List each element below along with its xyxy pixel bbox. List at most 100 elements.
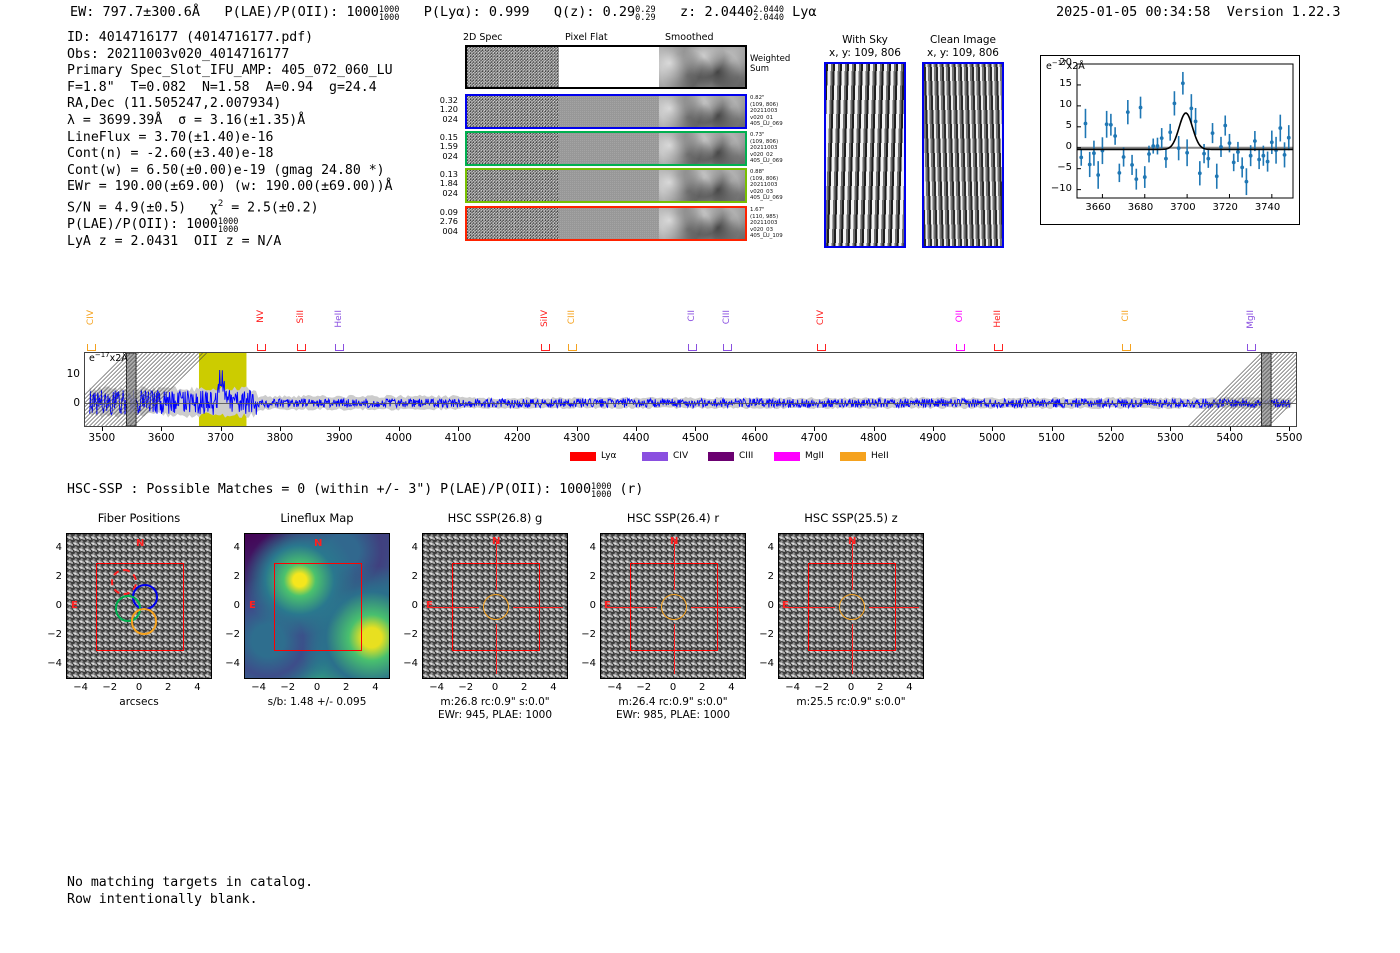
fullspec-xtick-mark bbox=[161, 427, 163, 431]
fiber-row-4-flat-image bbox=[559, 208, 659, 239]
fiber-row-2-right-label-5: 405_LU_069 bbox=[750, 158, 783, 165]
fiber-row-3-right-label-1: 0.88" bbox=[750, 169, 765, 175]
cutout-title-5: HSC SSP(25.5) z bbox=[804, 511, 898, 525]
fiber-row-3-flat-image bbox=[559, 170, 659, 201]
qz-label: Q(z): bbox=[553, 4, 595, 20]
fiber-row-1-left-label-3: 024 bbox=[442, 113, 458, 124]
lineplot-xtick: 3680 bbox=[1127, 202, 1154, 213]
cutout-xtick: 2 bbox=[165, 682, 172, 693]
fiber-circle-3 bbox=[115, 595, 142, 622]
fullspec-xtick-mark bbox=[1289, 427, 1291, 431]
info-plae-hi: 1000 bbox=[217, 216, 239, 227]
cutout-caption-1-4: m:26.4 rc:0.9" s:0.0" bbox=[618, 696, 728, 708]
snr-chi-pre: S/N = 4.9(±0.5) χ bbox=[67, 200, 218, 216]
fiber-row-1-smoothed-image bbox=[659, 96, 745, 127]
fullspec-xtick-mark bbox=[992, 427, 994, 431]
emission-line-bracket-CII bbox=[1121, 344, 1131, 351]
fiber-row-3-right-label-5: 405_LU_069 bbox=[750, 195, 783, 202]
source-info-block: ID: 4014716177 (4014716177.pdf) Obs: 202… bbox=[67, 30, 393, 250]
fiber-row-4-right-label-3: 20211003 bbox=[750, 220, 778, 227]
emission-line-bracket-CIV bbox=[817, 344, 827, 351]
fullspec-xtick-mark bbox=[398, 427, 400, 431]
cutout-ytick: 0 bbox=[233, 600, 240, 611]
fullspec-ytick-label: 0 bbox=[73, 396, 80, 409]
fiber-row-4-smoothed-image bbox=[659, 208, 745, 239]
aperture-circle bbox=[838, 593, 866, 621]
fiber-row-1-right-label-2: (109, 806) bbox=[750, 101, 779, 108]
fullspec-xtick-label: 4200 bbox=[503, 432, 531, 444]
emission-line-bracket-CII bbox=[688, 344, 698, 351]
cutout-ytick: −2 bbox=[581, 629, 596, 641]
fiber-row-1-right-label-1: 0.82" bbox=[750, 95, 765, 101]
cutout-xtick: 4 bbox=[194, 682, 201, 693]
with-sky-coords: x, y: 109, 806 bbox=[829, 47, 901, 59]
info-plae-label: P(LAE)/P(OII): bbox=[67, 216, 179, 232]
cutout-xtick: −4 bbox=[785, 682, 800, 693]
snr-chi-post: = 2.5(±0.2) bbox=[223, 200, 319, 216]
crosshair-segment-4 bbox=[496, 624, 497, 674]
fullspec-xtick-label: 4000 bbox=[385, 432, 412, 444]
emission-line-label-CII: CII bbox=[687, 310, 698, 322]
cutout-xtick: 4 bbox=[550, 682, 557, 693]
cutout-aperture-box-5 bbox=[808, 563, 896, 651]
cutout-ytick: −2 bbox=[47, 629, 62, 641]
fiber-row-1-right-labels: 0.82" (109, 806) 20211003 v020_01 405_LU_069 bbox=[750, 95, 810, 128]
lineplot-ytick: 20 bbox=[1059, 57, 1072, 68]
cutout-title-3: HSC SSP(26.8) g bbox=[447, 511, 543, 525]
emission-line-bracket-SiIV bbox=[541, 344, 551, 351]
info-plae-lo: 1000 bbox=[217, 224, 239, 235]
weighted-sum-row bbox=[465, 45, 747, 89]
chi-exponent: 2 bbox=[217, 198, 224, 209]
fiber-row-2-left-label-3: 024 bbox=[442, 150, 458, 161]
crosshair-segment-2 bbox=[513, 607, 563, 608]
info-seeing: F=1.8" T=0.082 N=1.58 A=0.94 g=24.4 bbox=[67, 79, 377, 95]
fullspec-xtick-mark bbox=[1110, 427, 1112, 431]
fiber-row-4-right-label-1: 1.67" bbox=[750, 207, 765, 213]
cutout-ytick: 2 bbox=[411, 570, 418, 582]
panel-title-2d-spec: 2D Spec bbox=[463, 32, 503, 43]
fiber-row-1-flat-image bbox=[559, 96, 659, 127]
fullspec-xtick-label: 4100 bbox=[444, 432, 472, 444]
legend-label-CIV: CIV bbox=[673, 451, 689, 461]
fullspec-xtick-mark bbox=[457, 427, 459, 431]
fiber-row-4-right-labels: 1.67" (110, 985) 20211003 v020_03 405_LU_109 bbox=[750, 207, 810, 240]
info-lambda-sigma: λ = 3699.39Å σ = 3.16(±1.35)Å bbox=[67, 112, 306, 128]
fullspec-xtick-mark bbox=[814, 427, 816, 431]
fiber-row-2-left-label-1: 0.15 bbox=[439, 132, 458, 142]
compass-east-label: E bbox=[782, 600, 789, 611]
crosshair-segment-1 bbox=[607, 607, 657, 608]
fiber-row-3-right-label-4: v020_03 bbox=[750, 188, 774, 195]
lineplot-canvas bbox=[1076, 63, 1294, 199]
fullspec-xtick-mark bbox=[754, 427, 756, 431]
fiber-row-4-left-labels: 0.09 2.76 004 bbox=[420, 207, 458, 236]
lineplot-ytick: 10 bbox=[1059, 98, 1072, 110]
plae-hi: 1000 bbox=[378, 4, 400, 15]
info-plae-value: 1000 bbox=[186, 216, 218, 232]
fiber-row-1-right-label-5: 405_LU_069 bbox=[750, 121, 783, 128]
plya-label: P(Lyα): bbox=[423, 4, 481, 20]
emission-line-bracket-CIII bbox=[567, 344, 577, 351]
fiber-row-2-right-label-2: (109, 806) bbox=[750, 138, 779, 145]
crosshair-segment-3 bbox=[496, 540, 497, 590]
full-spectrum-plot: e−17x2Å bbox=[84, 351, 1297, 427]
info-obs: Obs: 20211003v020_4014716177 bbox=[67, 46, 290, 62]
compass-north-label: N bbox=[492, 536, 501, 547]
crosshair-segment-4 bbox=[852, 624, 853, 674]
hsc-suffix: (r) bbox=[619, 482, 644, 497]
fiber-row-4-right-label-4: v020_03 bbox=[750, 226, 774, 233]
compass-east-label: E bbox=[249, 600, 256, 611]
fullspec-xtick-label: 4300 bbox=[563, 432, 591, 444]
emission-line-bracket-MgII bbox=[1247, 344, 1257, 351]
cutout-ytick: 0 bbox=[411, 600, 418, 611]
cutout-xtick: 4 bbox=[728, 682, 735, 693]
z-line-name: Lyα bbox=[792, 4, 817, 20]
cutout-ytick: 0 bbox=[767, 600, 774, 611]
cutout-xtick: −4 bbox=[429, 682, 444, 693]
fullspec-xtick-mark bbox=[1170, 427, 1172, 431]
emission-line-label-HeII: HeII bbox=[993, 310, 1004, 328]
